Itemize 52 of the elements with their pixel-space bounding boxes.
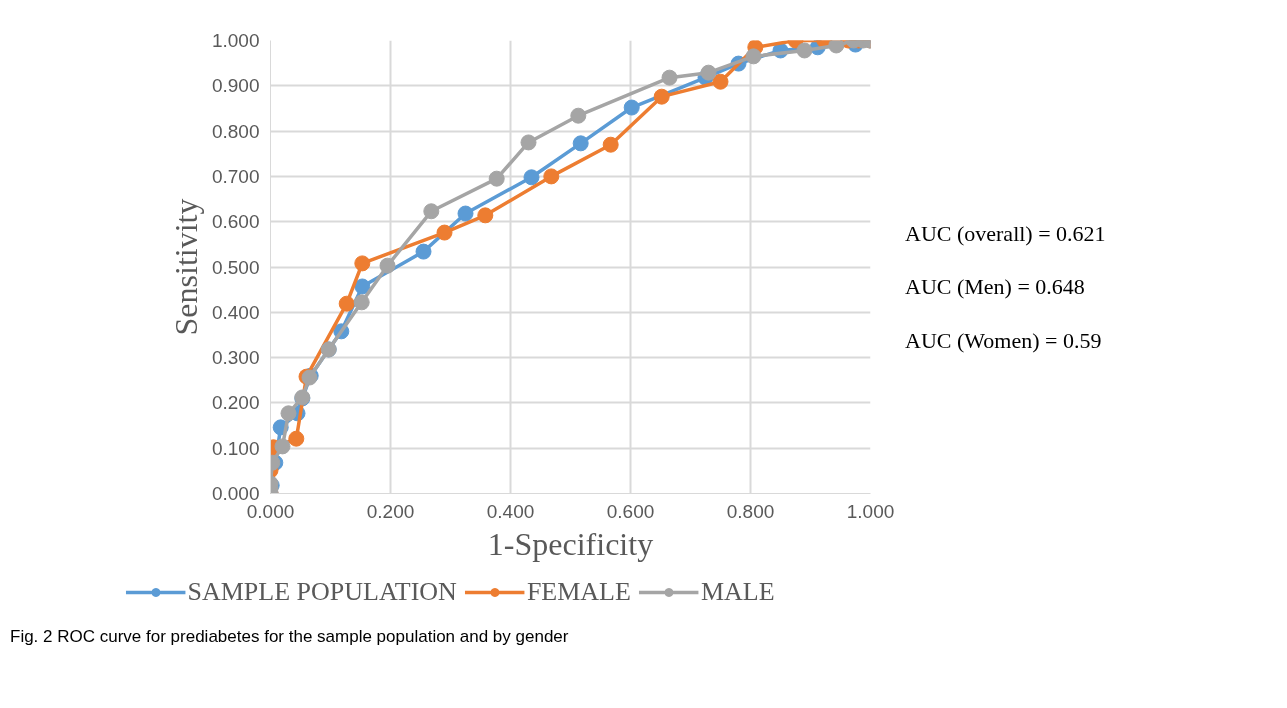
point xyxy=(520,134,537,151)
x-tick-label: 1.000 xyxy=(846,500,895,522)
y-tick-label: 0.700 xyxy=(211,165,260,187)
y-tick-label: 0.200 xyxy=(211,392,260,414)
legend-label: SAMPLE POPULATION xyxy=(187,577,457,607)
point xyxy=(338,295,355,312)
y-axis-title: Sensitivity xyxy=(167,198,204,336)
point xyxy=(274,438,291,455)
text: AUC (overall) = 0.621 xyxy=(905,220,1106,248)
y-tick-label: 0.400 xyxy=(211,301,260,323)
point xyxy=(623,99,640,116)
point xyxy=(700,64,717,81)
point xyxy=(353,294,370,311)
point xyxy=(379,257,396,274)
point xyxy=(280,405,297,422)
y-tick-label: 1.000 xyxy=(211,30,260,51)
point xyxy=(602,136,619,153)
x-tick-label: 0.600 xyxy=(606,500,655,522)
y-tick-label: 0.300 xyxy=(211,347,260,369)
legend-label: FEMALE xyxy=(526,577,631,607)
point xyxy=(745,48,762,65)
point xyxy=(828,40,845,54)
y-tick-label: 0.500 xyxy=(211,256,260,278)
point xyxy=(354,255,371,272)
point xyxy=(288,430,305,447)
x-tick-label: 0.200 xyxy=(366,500,415,522)
y-tick-label: 0.900 xyxy=(211,75,260,97)
point xyxy=(523,169,540,186)
point xyxy=(436,224,453,241)
point xyxy=(796,42,813,59)
y-tick-label: 0.600 xyxy=(211,211,260,233)
x-tick-label: 0.800 xyxy=(726,500,775,522)
text: AUC (Women) = 0.59 xyxy=(905,326,1103,355)
point xyxy=(477,207,494,224)
point xyxy=(457,205,474,222)
point xyxy=(661,69,678,86)
x-axis-title: 1-Specificity xyxy=(487,525,654,562)
caption: Fig. 2 ROC curve for prediabetes for the sample population and by gender xyxy=(10,626,569,648)
point xyxy=(423,203,440,220)
point xyxy=(488,170,505,187)
point xyxy=(572,135,589,152)
y-tick-label: 0.100 xyxy=(211,437,260,459)
point xyxy=(570,107,587,124)
point xyxy=(543,168,560,185)
point xyxy=(653,88,670,105)
text: AUC (Men) = 0.648 xyxy=(905,273,1086,302)
point xyxy=(415,243,432,260)
point xyxy=(354,278,371,295)
y-tick-label: 0.800 xyxy=(211,120,260,142)
point xyxy=(712,73,729,90)
legend-label: MALE xyxy=(700,577,775,607)
x-tick-label: 0.400 xyxy=(486,500,535,522)
